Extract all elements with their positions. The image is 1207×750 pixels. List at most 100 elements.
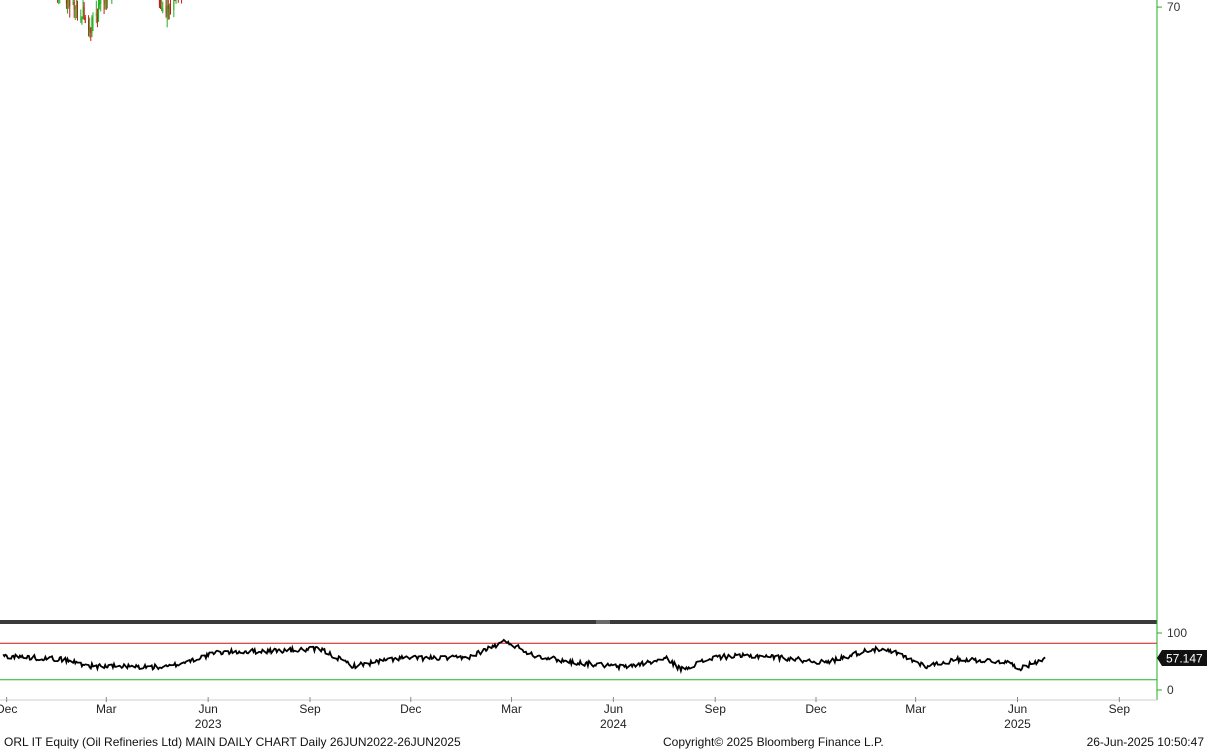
x-axis-month-label: Mar bbox=[96, 702, 117, 716]
candle bbox=[177, 0, 179, 3]
candle-body bbox=[168, 7, 170, 14]
candle bbox=[95, 0, 97, 24]
rsi-panel bbox=[0, 638, 1157, 681]
x-axis-month-label: Mar bbox=[905, 702, 926, 716]
candle bbox=[96, 8, 98, 28]
x-axis-month-label: Dec bbox=[805, 702, 826, 716]
candle bbox=[161, 0, 163, 12]
candle bbox=[99, 0, 101, 10]
candle bbox=[100, 0, 102, 12]
candle bbox=[68, 0, 70, 9]
x-axis-month-label: Sep bbox=[705, 702, 727, 716]
y-axis-tick-label: 70 bbox=[1167, 0, 1181, 14]
candle bbox=[75, 0, 77, 19]
candle bbox=[81, 16, 83, 25]
candle bbox=[90, 27, 92, 41]
panel-divider bbox=[0, 620, 1157, 624]
candle-body bbox=[83, 6, 85, 20]
candle-body bbox=[89, 26, 91, 33]
footer-timestamp: 26-Jun-2025 10:50:47 bbox=[1087, 735, 1205, 749]
candle-body bbox=[170, 4, 172, 13]
candle bbox=[106, 0, 108, 9]
candle-body bbox=[69, 0, 71, 7]
candle-body bbox=[161, 7, 163, 11]
footer-security-label: ORL IT Equity (Oil Refineries Ltd) MAIN … bbox=[4, 735, 461, 749]
candle-body bbox=[80, 18, 82, 20]
candle-body bbox=[81, 16, 83, 24]
candle bbox=[160, 0, 162, 10]
candle bbox=[74, 5, 76, 20]
footer: ORL IT Equity (Oil Refineries Ltd) MAIN … bbox=[4, 735, 1204, 749]
candle-body bbox=[105, 0, 107, 1]
candle bbox=[165, 0, 167, 18]
x-axis-month-label: Jun bbox=[1008, 702, 1027, 716]
candle bbox=[166, 0, 168, 28]
candle bbox=[111, 0, 113, 4]
candle-body bbox=[100, 0, 102, 4]
candle-body bbox=[98, 2, 100, 19]
candle-body bbox=[95, 12, 97, 17]
candle-body bbox=[90, 27, 92, 33]
x-axis-month-label: Sep bbox=[1109, 702, 1131, 716]
x-axis-year-label: 2025 bbox=[1004, 717, 1031, 731]
candle bbox=[170, 0, 172, 15]
candlesticks bbox=[57, 0, 183, 41]
candle bbox=[83, 2, 85, 20]
candle-body bbox=[160, 7, 162, 9]
candle bbox=[158, 0, 160, 9]
candle bbox=[173, 0, 175, 18]
candle bbox=[57, 0, 59, 3]
candle bbox=[88, 15, 90, 37]
rsi-value-tag: 57.147 bbox=[1157, 650, 1207, 666]
candle bbox=[175, 0, 177, 5]
candle bbox=[91, 15, 93, 38]
candle-body bbox=[67, 0, 69, 3]
panel-divider-bar bbox=[0, 620, 1157, 624]
rsi-axis-tick-label: 0 bbox=[1167, 683, 1174, 697]
candle-body bbox=[167, 5, 169, 10]
footer-copyright: Copyright© 2025 Bloomberg Finance L.P. bbox=[663, 735, 884, 749]
candle bbox=[82, 0, 84, 20]
candle-body bbox=[158, 0, 160, 7]
candle-body bbox=[99, 0, 101, 5]
candle bbox=[65, 0, 67, 9]
candle-body bbox=[65, 0, 67, 4]
candle bbox=[59, 0, 61, 4]
candle-body bbox=[166, 6, 168, 16]
x-axis-year-label: 2023 bbox=[195, 717, 222, 731]
candle bbox=[84, 14, 86, 24]
candle-body bbox=[74, 8, 76, 9]
value-tags: 92.5057.147 bbox=[1157, 650, 1207, 666]
rsi-value-tag-text: 57.147 bbox=[1166, 652, 1203, 666]
candle-body bbox=[165, 5, 167, 13]
candle bbox=[77, 0, 79, 21]
candle bbox=[72, 0, 74, 5]
candle-body bbox=[96, 17, 98, 22]
candle bbox=[162, 1, 164, 14]
candle-body bbox=[84, 17, 86, 23]
price-panel: 100.0%(121.338)76.4%(110.564)0.0%(75.687… bbox=[57, 0, 183, 41]
candle bbox=[89, 17, 91, 38]
candle-body bbox=[162, 8, 164, 12]
candle bbox=[174, 0, 176, 2]
candle-body bbox=[173, 0, 175, 11]
candle-body bbox=[72, 2, 74, 4]
candle bbox=[103, 0, 105, 15]
rsi-axis-tick-label: 100 bbox=[1167, 626, 1187, 640]
candle bbox=[167, 0, 169, 20]
x-axis-month-label: Jun bbox=[198, 702, 217, 716]
x-axis-month-label: Dec bbox=[0, 702, 17, 716]
candle-body bbox=[73, 2, 75, 10]
candle bbox=[73, 0, 75, 18]
candle-body bbox=[75, 5, 77, 8]
candle bbox=[98, 0, 100, 23]
candle bbox=[67, 0, 69, 14]
candle-body bbox=[104, 1, 106, 4]
candle-body bbox=[82, 8, 84, 12]
x-axis-year-label: 2024 bbox=[600, 717, 627, 731]
candle bbox=[181, 0, 183, 4]
candle bbox=[105, 0, 107, 10]
candle-body bbox=[103, 0, 105, 3]
rsi-value-tag-shape bbox=[1157, 650, 1207, 666]
rsi-line bbox=[2, 638, 1046, 675]
